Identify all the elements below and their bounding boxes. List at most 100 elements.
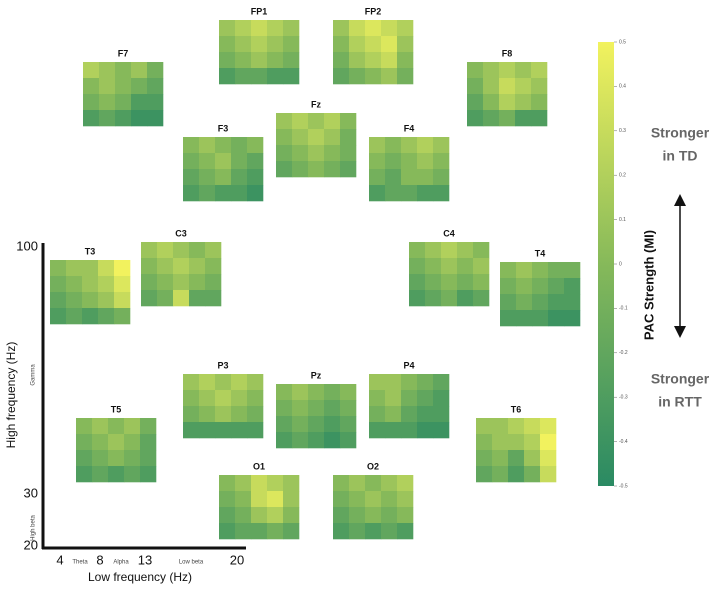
heatmap-cell — [532, 310, 549, 327]
heatmap-cell — [365, 20, 382, 37]
heatmap-cell — [283, 20, 300, 37]
heatmap-cell — [215, 390, 232, 407]
heatmap-cell — [365, 475, 382, 492]
heatmap-cell — [219, 523, 236, 540]
heatmap-cell — [532, 262, 549, 279]
heatmap-cell — [157, 274, 174, 291]
y-tick-label: 100 — [16, 238, 38, 253]
panel-title: F8 — [502, 48, 513, 58]
heatmap-cell — [397, 523, 414, 540]
colorbar-tick-label: 0.1 — [619, 217, 626, 223]
colorbar-label: PAC Strength (MI) — [641, 230, 656, 340]
heatmap-cell — [141, 290, 158, 307]
heatmap-cell — [205, 258, 222, 275]
heatmap-cell — [99, 78, 116, 95]
heatmap-cell — [441, 258, 458, 275]
heatmap-cell — [76, 418, 93, 435]
heatmap-cell — [324, 161, 341, 178]
heatmap-cell — [219, 68, 236, 85]
heatmap-cell — [381, 491, 398, 508]
heatmap-cell — [417, 153, 434, 170]
heatmap-cell — [340, 416, 357, 433]
heatmap-cell — [385, 153, 402, 170]
heatmap-cell — [540, 418, 557, 435]
heatmap-cell — [141, 242, 158, 259]
heatmap-cell — [385, 185, 402, 202]
heatmap-cell — [409, 274, 426, 291]
heatmap-cell — [235, 68, 252, 85]
annotation: in RTT — [658, 394, 702, 410]
heatmap-cell — [532, 278, 549, 295]
heatmap-cell — [385, 137, 402, 154]
heatmap-cell — [215, 137, 232, 154]
heatmap-cell — [492, 434, 509, 451]
heatmap-cell — [349, 20, 366, 37]
heatmap-cell — [365, 507, 382, 524]
heatmap-cell — [267, 20, 284, 37]
heatmap-cell — [308, 113, 325, 130]
heatmap-cell — [99, 62, 116, 79]
heatmap-cell — [108, 466, 125, 483]
heatmap-cell — [385, 169, 402, 186]
colorbar — [598, 42, 614, 486]
heatmap-cell — [251, 523, 268, 540]
heatmap-cell — [401, 137, 418, 154]
heatmap-cell — [500, 294, 517, 311]
colorbar-tick-label: 0.4 — [619, 84, 626, 90]
heatmap-cell — [251, 68, 268, 85]
heatmap-cell — [381, 52, 398, 69]
heatmap-cell — [349, 507, 366, 524]
heatmap-cell — [82, 308, 99, 325]
heatmap-cell — [308, 384, 325, 401]
heatmap-cell — [183, 406, 200, 423]
heatmap-cell — [251, 491, 268, 508]
heatmap-cell — [235, 507, 252, 524]
heatmap-cell — [515, 110, 532, 127]
heatmap-cell — [365, 52, 382, 69]
heatmap-cell — [124, 450, 141, 467]
heatmap-cell — [292, 145, 309, 162]
heatmap-cell — [548, 294, 565, 311]
heatmap-cell — [76, 434, 93, 451]
heatmap-cell — [219, 20, 236, 37]
heatmap-cell — [417, 137, 434, 154]
heatmap-cell — [308, 432, 325, 449]
panel-title: FP1 — [251, 6, 268, 16]
heatmap-cell — [401, 153, 418, 170]
heatmap-cell — [215, 406, 232, 423]
heatmap-cell — [189, 242, 206, 259]
heatmap-cell — [66, 308, 83, 325]
heatmap-cell — [189, 290, 206, 307]
heatmap-cell — [292, 129, 309, 146]
heatmap-cell — [235, 491, 252, 508]
heatmap-cell — [276, 145, 293, 162]
heatmap-cell — [349, 36, 366, 53]
heatmap-cell — [381, 68, 398, 85]
heatmap-cell — [98, 260, 115, 277]
heatmap-cell — [82, 292, 99, 309]
heatmap-cell — [441, 242, 458, 259]
heatmap-cell — [50, 260, 67, 277]
heatmap-cell — [385, 422, 402, 439]
heatmap-cell — [385, 390, 402, 407]
heatmap-cell — [564, 278, 581, 295]
heatmap-cell — [267, 475, 284, 492]
heatmap-cell — [183, 169, 200, 186]
heatmap-cell — [247, 406, 264, 423]
panel-title: FP2 — [365, 6, 382, 16]
heatmap-cell — [564, 262, 581, 279]
heatmap-cell — [173, 290, 190, 307]
heatmap-cell — [276, 129, 293, 146]
heatmap-cell — [333, 507, 350, 524]
heatmap-cell — [235, 52, 252, 69]
heatmap-cell — [99, 94, 116, 111]
heatmap-cell — [276, 400, 293, 417]
heatmap-cell — [508, 434, 525, 451]
panel-title: Pz — [311, 370, 322, 380]
heatmap-cell — [365, 491, 382, 508]
heatmap-cell — [340, 400, 357, 417]
heatmap-cell — [333, 475, 350, 492]
heatmap-cell — [324, 384, 341, 401]
panel-title: T5 — [111, 404, 122, 414]
